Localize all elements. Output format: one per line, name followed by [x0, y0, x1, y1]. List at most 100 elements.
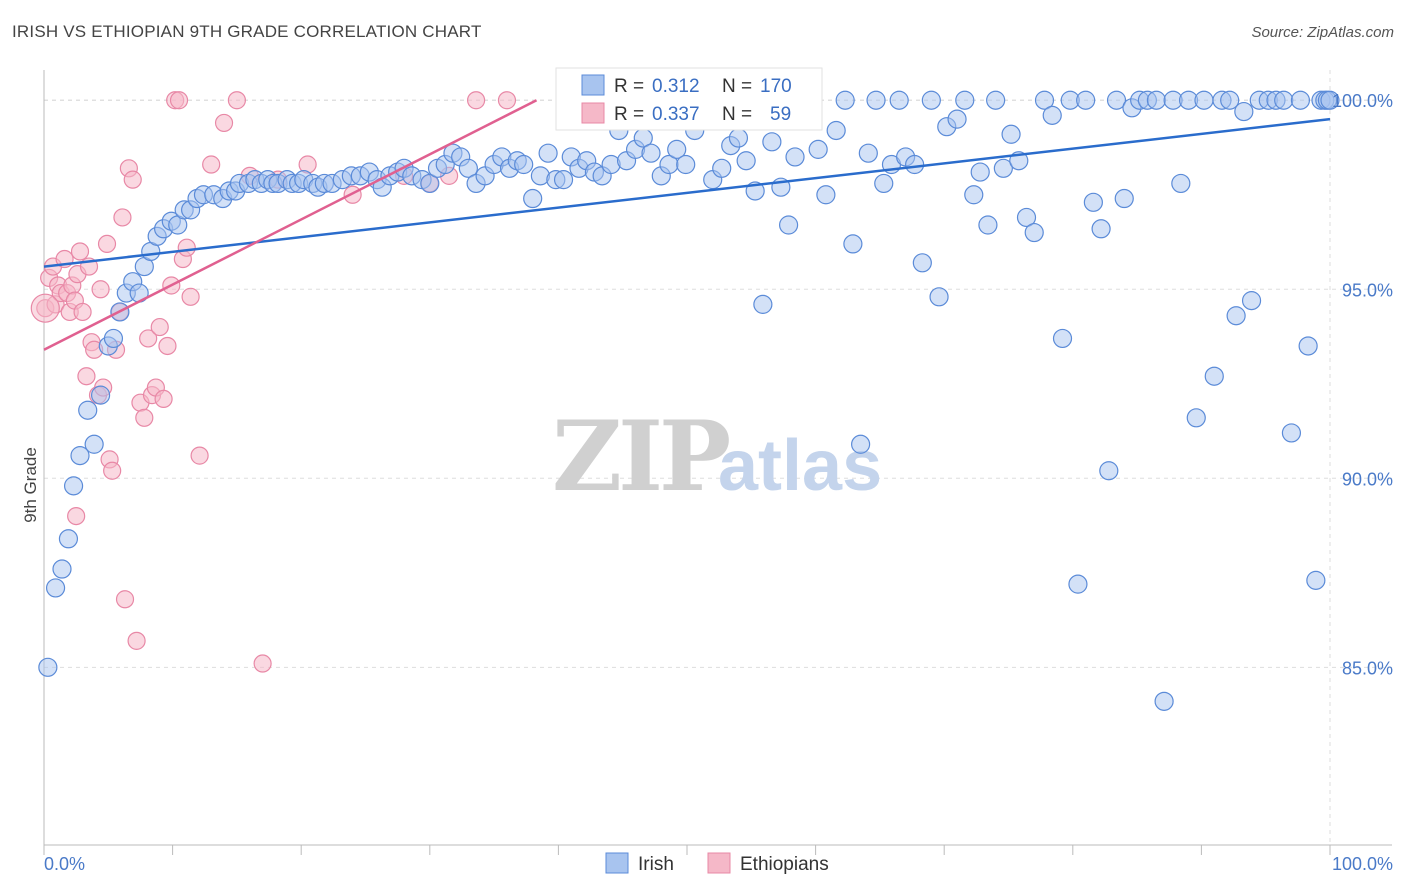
ethiopians-point: [158, 336, 177, 356]
irish-point: [929, 287, 949, 307]
irish-point: [1024, 222, 1044, 243]
irish-point: [843, 234, 863, 254]
irish-n-label: N =: [722, 76, 752, 97]
irish-point: [1290, 90, 1311, 110]
watermark-zip: ZIP: [552, 400, 729, 513]
ethiopians-point: [67, 506, 86, 526]
irish-point: [835, 90, 855, 110]
irish-point: [38, 657, 58, 677]
ethiopians-point: [177, 238, 196, 257]
irish-point: [889, 90, 909, 110]
irish-r-value: 0.312: [652, 76, 700, 97]
irish-point: [712, 158, 732, 178]
irish-point: [1114, 188, 1134, 209]
ethiopians-point: [91, 280, 110, 299]
irish-point: [912, 253, 932, 273]
irish-point: [753, 294, 773, 314]
ethiopians-point: [97, 234, 117, 254]
irish-r-label: R =: [614, 76, 644, 97]
ethiopians-r-value: 0.337: [652, 104, 700, 125]
irish-point: [1076, 90, 1096, 110]
irish-point: [58, 529, 79, 549]
ethiopians-n-label: N =: [722, 104, 752, 125]
irish-point: [1194, 90, 1214, 110]
irish-point: [458, 158, 478, 178]
irish-point: [851, 434, 871, 454]
irish-point: [993, 158, 1013, 178]
trend-lines: [43, 99, 1331, 351]
ethiopians-point: [123, 170, 142, 189]
irish-point: [986, 90, 1006, 110]
tick-labels: 85.0% 90.0% 95.0% 100.0% 0.0% 100.0%: [44, 91, 1393, 874]
irish-point: [736, 151, 756, 171]
irish-point: [63, 476, 84, 496]
irish-point: [1204, 366, 1224, 386]
ethiopians-legend-swatch: [581, 102, 605, 124]
ethiopians-point: [113, 208, 132, 227]
ethiopians-point: [150, 317, 169, 337]
ethiopians-point: [253, 654, 272, 673]
irish-point: [778, 215, 799, 235]
ethiopians-point: [214, 113, 234, 133]
irish-point: [78, 400, 98, 420]
ethiopians-point: [154, 389, 173, 409]
ethiopians-series-label: Ethiopians: [740, 854, 829, 875]
ethiopians-point: [466, 91, 486, 110]
irish-point: [1042, 105, 1062, 125]
irish-point: [103, 328, 124, 349]
ethiopians-point: [115, 590, 135, 609]
irish-point: [1281, 423, 1302, 443]
irish-point: [816, 185, 836, 205]
chart-source: Source: ZipAtlas.com: [1251, 24, 1394, 41]
ethiopians-point: [139, 329, 158, 348]
y-tick-label: 100.0%: [1332, 91, 1393, 111]
irish-point: [1106, 90, 1127, 110]
ethiopians-point: [181, 287, 200, 306]
irish-point: [52, 559, 72, 579]
irish-point: [1186, 408, 1206, 428]
irish-series-label: Irish: [638, 854, 674, 875]
ethiopians-point: [497, 91, 517, 110]
ethiopians-point: [127, 631, 146, 650]
ethiopians-point: [169, 91, 189, 110]
ethiopians-point: [190, 446, 209, 465]
irish-point: [858, 143, 878, 163]
ethiopians-point: [77, 367, 96, 386]
irish-point: [826, 120, 846, 141]
irish-point: [921, 90, 941, 110]
ethiopians-point: [73, 302, 92, 322]
chart-title: IRISH VS ETHIOPIAN 9TH GRADE CORRELATION…: [12, 22, 482, 41]
x-tick-label: 0.0%: [44, 854, 85, 874]
irish-point: [1099, 461, 1119, 481]
irish-point: [1320, 90, 1340, 110]
irish-point: [70, 446, 90, 466]
irish-point: [1154, 691, 1174, 711]
irish-point: [90, 385, 111, 405]
irish-point: [523, 188, 543, 209]
y-tick-label: 95.0%: [1342, 280, 1393, 300]
ethiopians-r-label: R =: [614, 104, 644, 125]
irish-point: [676, 154, 696, 175]
watermark: ZIP atlas: [552, 400, 882, 513]
irish-point: [762, 132, 782, 152]
irish-point: [553, 170, 574, 190]
ethiopians-point: [103, 461, 122, 480]
irish-point: [538, 143, 558, 163]
irish-point: [1034, 90, 1055, 110]
ethiopians-point: [135, 408, 154, 427]
irish-point: [905, 154, 925, 175]
irish-point: [1001, 124, 1021, 144]
y-tick-label: 90.0%: [1342, 469, 1393, 489]
irish-point: [1306, 570, 1326, 590]
irish-point: [874, 173, 894, 194]
irish-point: [1171, 173, 1191, 194]
irish-point: [84, 434, 104, 454]
irish-series-swatch: [605, 852, 629, 874]
irish-point: [964, 185, 984, 205]
irish-point: [1274, 90, 1294, 110]
y-tick-label: 85.0%: [1342, 658, 1393, 678]
axes: [43, 70, 1392, 855]
irish-point: [970, 162, 990, 182]
irish-point: [1052, 328, 1073, 349]
